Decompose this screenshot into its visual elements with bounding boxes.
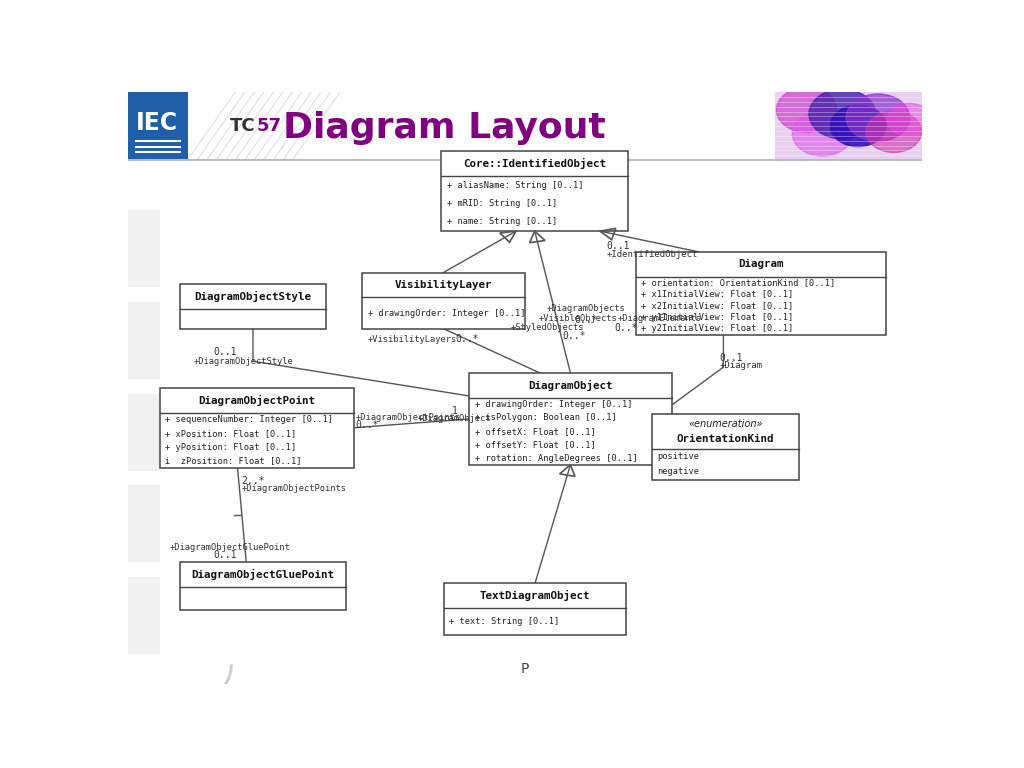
Text: TextDiagramObject: TextDiagramObject bbox=[480, 590, 591, 601]
FancyBboxPatch shape bbox=[443, 583, 627, 635]
Text: i  zPosition: Float [0..1]: i zPosition: Float [0..1] bbox=[165, 456, 302, 465]
FancyBboxPatch shape bbox=[636, 252, 886, 335]
FancyBboxPatch shape bbox=[469, 373, 672, 465]
Text: + drawingOrder: Integer [0..1]: + drawingOrder: Integer [0..1] bbox=[475, 400, 632, 409]
Circle shape bbox=[888, 104, 932, 137]
Text: 2..*: 2..* bbox=[242, 475, 265, 485]
Text: 0..1: 0..1 bbox=[213, 347, 237, 357]
FancyBboxPatch shape bbox=[128, 394, 160, 471]
FancyBboxPatch shape bbox=[362, 273, 524, 329]
Text: +DiagramElements: +DiagramElements bbox=[618, 313, 702, 323]
Text: + offsetY: Float [0..1]: + offsetY: Float [0..1] bbox=[475, 440, 596, 449]
Text: +DiagramObjectPoints: +DiagramObjectPoints bbox=[355, 412, 461, 422]
Text: Diagram: Diagram bbox=[738, 260, 783, 270]
Text: +DiagramObjectStyle: +DiagramObjectStyle bbox=[194, 356, 293, 366]
Text: + mRID: String [0..1]: + mRID: String [0..1] bbox=[447, 199, 557, 208]
FancyBboxPatch shape bbox=[128, 302, 160, 379]
Text: + x1InitialView: Float [0..1]: + x1InitialView: Float [0..1] bbox=[641, 290, 794, 299]
Text: 0..*: 0..* bbox=[562, 331, 586, 341]
FancyBboxPatch shape bbox=[775, 92, 922, 161]
FancyBboxPatch shape bbox=[441, 151, 628, 231]
FancyBboxPatch shape bbox=[128, 485, 160, 562]
Text: «enumeration»: «enumeration» bbox=[688, 419, 763, 429]
Text: 0..*: 0..* bbox=[574, 315, 598, 325]
Text: DiagramObject: DiagramObject bbox=[528, 380, 612, 391]
Text: +IdentifiedObject: +IdentifiedObject bbox=[606, 250, 697, 260]
Text: +VisibilityLayers: +VisibilityLayers bbox=[368, 335, 458, 344]
Text: + y1InitialView: Float [0..1]: + y1InitialView: Float [0..1] bbox=[641, 313, 794, 322]
Text: negative: negative bbox=[657, 467, 699, 476]
FancyBboxPatch shape bbox=[179, 284, 327, 329]
Text: 57: 57 bbox=[257, 118, 282, 135]
Text: positive: positive bbox=[657, 452, 699, 461]
Text: + text: String [0..1]: + text: String [0..1] bbox=[450, 617, 560, 626]
Text: +DiagramObjectPoints: +DiagramObjectPoints bbox=[242, 484, 346, 493]
Text: P: P bbox=[520, 662, 529, 676]
Text: + yPosition: Float [0..1]: + yPosition: Float [0..1] bbox=[165, 442, 297, 452]
Text: VisibilityLayer: VisibilityLayer bbox=[394, 280, 493, 290]
Text: DiagramObjectGluePoint: DiagramObjectGluePoint bbox=[191, 569, 335, 581]
Text: Core::IdentifiedObject: Core::IdentifiedObject bbox=[463, 158, 606, 169]
Text: + offsetX: Float [0..1]: + offsetX: Float [0..1] bbox=[475, 427, 596, 435]
Text: DiagramObjectStyle: DiagramObjectStyle bbox=[195, 291, 311, 303]
Text: 1: 1 bbox=[452, 406, 458, 416]
Text: 0..1: 0..1 bbox=[606, 241, 630, 251]
Text: + sequenceNumber: Integer [0..1]: + sequenceNumber: Integer [0..1] bbox=[165, 415, 333, 424]
Text: 0..*: 0..* bbox=[614, 323, 638, 333]
Text: + aliasName: String [0..1]: + aliasName: String [0..1] bbox=[447, 180, 584, 190]
Text: +DiagramObject: +DiagramObject bbox=[418, 415, 492, 423]
Text: +VisibleObjects: +VisibleObjects bbox=[539, 313, 617, 323]
Text: + isPolygon: Boolean [0..1]: + isPolygon: Boolean [0..1] bbox=[475, 413, 616, 422]
Text: IEC: IEC bbox=[136, 111, 178, 134]
Text: + y2InitialView: Float [0..1]: + y2InitialView: Float [0..1] bbox=[641, 324, 794, 333]
Text: + name: String [0..1]: + name: String [0..1] bbox=[447, 217, 557, 227]
Text: 0..*: 0..* bbox=[456, 334, 479, 344]
Text: +DiagramObjects: +DiagramObjects bbox=[547, 303, 626, 313]
Text: + xPosition: Float [0..1]: + xPosition: Float [0..1] bbox=[165, 429, 297, 438]
Text: + x2InitialView: Float [0..1]: + x2InitialView: Float [0..1] bbox=[641, 301, 794, 310]
Text: + orientation: OrientationKind [0..1]: + orientation: OrientationKind [0..1] bbox=[641, 278, 836, 287]
Circle shape bbox=[776, 88, 837, 132]
Text: Diagram Layout: Diagram Layout bbox=[283, 111, 605, 144]
Text: 0..1: 0..1 bbox=[720, 353, 743, 363]
Text: OrientationKind: OrientationKind bbox=[677, 434, 774, 444]
Circle shape bbox=[830, 105, 886, 147]
Circle shape bbox=[866, 111, 922, 153]
Text: + rotation: AngleDegrees [0..1]: + rotation: AngleDegrees [0..1] bbox=[475, 454, 638, 462]
Text: 0..*: 0..* bbox=[355, 420, 379, 430]
FancyBboxPatch shape bbox=[160, 388, 354, 468]
FancyBboxPatch shape bbox=[128, 210, 160, 287]
Text: +StyledObjects: +StyledObjects bbox=[511, 323, 585, 332]
Text: DiagramObjectPoint: DiagramObjectPoint bbox=[199, 395, 315, 406]
FancyBboxPatch shape bbox=[128, 577, 160, 654]
FancyBboxPatch shape bbox=[187, 92, 775, 161]
Text: +DiagramObjectGluePoint: +DiagramObjectGluePoint bbox=[170, 543, 291, 552]
Text: 0..1: 0..1 bbox=[214, 550, 238, 560]
Circle shape bbox=[793, 111, 853, 156]
Circle shape bbox=[846, 94, 909, 141]
FancyBboxPatch shape bbox=[652, 415, 799, 479]
Text: + drawingOrder: Integer [0..1]: + drawingOrder: Integer [0..1] bbox=[368, 309, 525, 317]
Circle shape bbox=[809, 89, 876, 139]
FancyBboxPatch shape bbox=[128, 92, 187, 161]
Text: +Diagram: +Diagram bbox=[720, 362, 763, 370]
Text: TC: TC bbox=[229, 118, 255, 135]
FancyBboxPatch shape bbox=[179, 562, 346, 610]
